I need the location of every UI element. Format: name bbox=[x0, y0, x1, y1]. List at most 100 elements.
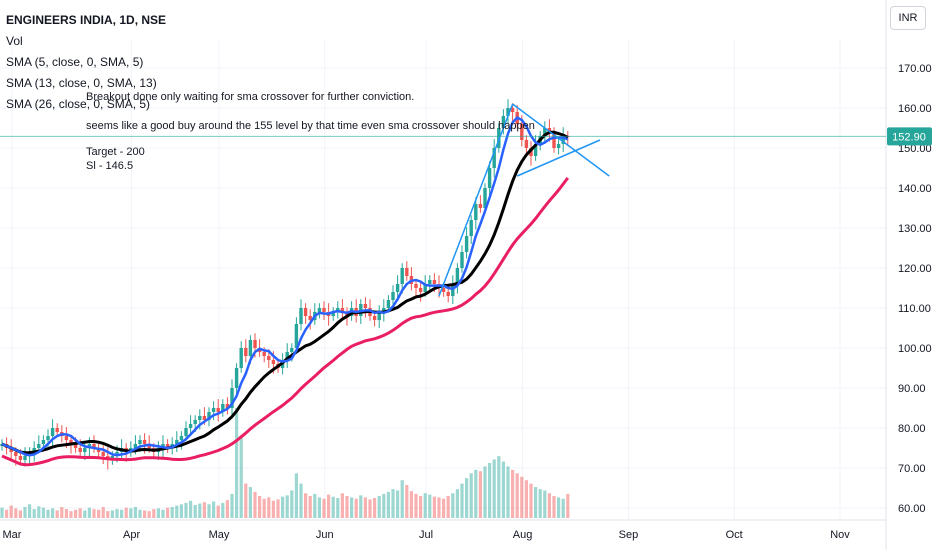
candle-body bbox=[46, 436, 50, 440]
volume-bar bbox=[276, 499, 280, 518]
last-price-label: 152.90 bbox=[892, 131, 926, 143]
volume-bar bbox=[248, 487, 252, 518]
volume-bar bbox=[345, 496, 349, 518]
volume-bar bbox=[202, 502, 206, 518]
volume-bar bbox=[405, 485, 409, 518]
volume-bar bbox=[189, 500, 193, 518]
volume-bar bbox=[561, 498, 565, 518]
y-tick-label: 90.00 bbox=[898, 383, 926, 395]
volume-bar bbox=[28, 504, 32, 518]
volume-bar bbox=[428, 494, 432, 518]
volume-bar bbox=[400, 480, 404, 518]
legend-sma13[interactable]: SMA (13, close, 0, SMA, 13) bbox=[6, 76, 157, 90]
y-tick-label: 110.00 bbox=[898, 303, 931, 315]
volume-bar bbox=[368, 499, 372, 518]
candle-body bbox=[547, 128, 552, 132]
volume-bar bbox=[552, 496, 556, 518]
x-axis[interactable]: Mar Apr May Jun Jul Aug Sep Oct Nov bbox=[0, 519, 886, 541]
volume-bar bbox=[488, 463, 492, 518]
volume-bar bbox=[221, 502, 225, 518]
volume-bar bbox=[235, 408, 239, 518]
candle-body bbox=[487, 168, 492, 188]
volume-bar bbox=[382, 493, 386, 518]
y-tick-label: 170.00 bbox=[898, 63, 932, 75]
volume-bar bbox=[193, 504, 197, 518]
candle-body bbox=[262, 352, 266, 356]
volume-bar bbox=[492, 459, 496, 518]
volume-bar bbox=[543, 490, 547, 518]
trendline-layer bbox=[438, 103, 610, 297]
volume-bar bbox=[147, 511, 151, 518]
candle-body bbox=[285, 352, 289, 360]
legend-volume[interactable]: Vol bbox=[6, 34, 23, 48]
sma5-line bbox=[1, 116, 569, 457]
volume-bar bbox=[308, 496, 312, 518]
y-axis[interactable]: 60.00 70.00 80.00 90.00 100.00 110.00 120.00 13… bbox=[885, 0, 932, 550]
volume-bar bbox=[538, 489, 542, 518]
candle-body bbox=[322, 308, 326, 312]
candle-body bbox=[432, 280, 437, 284]
x-tick-label: Aug bbox=[513, 529, 533, 541]
volume-bar bbox=[423, 493, 427, 518]
volume-bar bbox=[179, 504, 183, 518]
volume-bar bbox=[124, 507, 128, 518]
volume-bar bbox=[41, 507, 45, 518]
trendline-upper bbox=[512, 103, 610, 177]
candle-body bbox=[524, 140, 529, 148]
annotation-target[interactable]: Target - 200 bbox=[86, 146, 145, 158]
volume-bar bbox=[156, 508, 160, 518]
volume-bar bbox=[69, 511, 73, 518]
volume-bar bbox=[520, 476, 524, 518]
volume-bar bbox=[244, 483, 248, 518]
volume-bar bbox=[419, 496, 423, 518]
volume-bar bbox=[483, 466, 487, 518]
volume-bar bbox=[350, 497, 354, 518]
volume-bar bbox=[239, 435, 243, 518]
volume-bar bbox=[0, 507, 4, 518]
candle-body bbox=[418, 288, 423, 292]
x-tick-label: May bbox=[209, 529, 230, 541]
x-tick-label: Jun bbox=[316, 529, 334, 541]
volume-bar bbox=[281, 496, 285, 518]
candle-body bbox=[520, 124, 524, 140]
candle-body bbox=[78, 448, 82, 452]
volume-bar bbox=[170, 507, 174, 518]
currency-button[interactable]: INR bbox=[890, 6, 926, 30]
sma26-line bbox=[1, 176, 569, 467]
annotation-buy-note[interactable]: seems like a good buy around the 155 lev… bbox=[86, 120, 535, 132]
last-price-marker: 152.90 bbox=[0, 127, 932, 146]
candle-body bbox=[299, 308, 303, 324]
volume-bar bbox=[133, 507, 137, 518]
candle-body bbox=[395, 284, 400, 292]
grid bbox=[0, 40, 886, 520]
candle-body bbox=[234, 368, 239, 388]
candle-body bbox=[69, 440, 73, 444]
candle-body bbox=[382, 308, 386, 312]
volume-bar bbox=[377, 496, 381, 518]
volume-bar bbox=[501, 461, 505, 518]
volume-bar bbox=[566, 493, 570, 518]
candle-body bbox=[510, 108, 515, 112]
legend-sma26[interactable]: SMA (26, close, 0, SMA, 5) bbox=[6, 97, 151, 111]
y-tick-label: 60.00 bbox=[898, 503, 926, 515]
candle-body bbox=[211, 408, 216, 412]
candle-body bbox=[253, 340, 257, 348]
symbol-title[interactable]: ENGINEERS INDIA, 1D, NSE bbox=[6, 13, 167, 27]
candle-body bbox=[142, 440, 147, 444]
candle-body bbox=[188, 424, 193, 428]
candle-body bbox=[340, 308, 345, 312]
volume-bar bbox=[14, 508, 18, 518]
candle-body bbox=[179, 436, 184, 440]
legend-sma5[interactable]: SMA (5, close, 0, SMA, 5) bbox=[6, 55, 144, 69]
candle-body bbox=[175, 440, 179, 444]
volume-bar bbox=[138, 509, 142, 518]
candle-body bbox=[55, 428, 59, 432]
annotation-breakout[interactable]: Breakout done only waiting for sma cross… bbox=[86, 91, 415, 103]
candle-body bbox=[391, 292, 395, 300]
annotation-stop-loss[interactable]: Sl - 146.5 bbox=[86, 160, 134, 172]
candle-body bbox=[492, 148, 496, 168]
volume-bar bbox=[230, 493, 234, 518]
candle-body bbox=[23, 456, 27, 460]
